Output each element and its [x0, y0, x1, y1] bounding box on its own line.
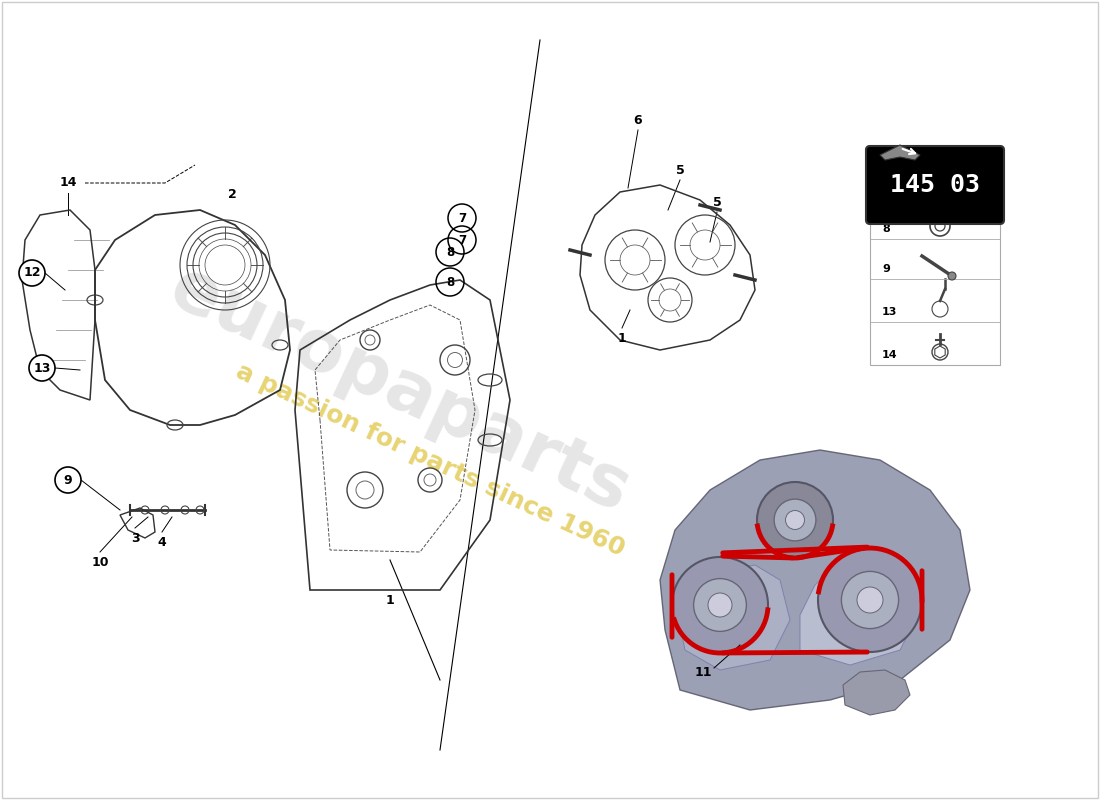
Text: 14: 14	[59, 177, 77, 190]
Polygon shape	[880, 145, 920, 160]
Text: 12: 12	[23, 266, 41, 279]
Bar	[870, 155, 1000, 365]
Text: 14: 14	[882, 350, 898, 360]
Circle shape	[948, 272, 956, 280]
Text: 9: 9	[64, 474, 73, 486]
Text: 8: 8	[882, 224, 890, 234]
Circle shape	[774, 499, 816, 541]
Text: europaparts: europaparts	[158, 253, 641, 527]
Circle shape	[708, 593, 732, 617]
Circle shape	[29, 355, 55, 381]
Polygon shape	[660, 450, 970, 710]
Circle shape	[950, 193, 960, 203]
Text: 7: 7	[458, 211, 466, 225]
Text: 5: 5	[675, 163, 684, 177]
Text: a passion for parts since 1960: a passion for parts since 1960	[232, 359, 628, 561]
Text: 2: 2	[228, 189, 236, 202]
Text: 13: 13	[882, 307, 898, 317]
Polygon shape	[800, 552, 920, 665]
Text: 4: 4	[157, 535, 166, 549]
Circle shape	[672, 557, 768, 653]
Polygon shape	[680, 565, 790, 670]
Text: 10: 10	[91, 555, 109, 569]
Text: 13: 13	[33, 362, 51, 374]
Text: 1: 1	[617, 331, 626, 345]
Text: 5: 5	[713, 195, 722, 209]
Text: 8: 8	[446, 275, 454, 289]
Circle shape	[818, 548, 922, 652]
Text: 7: 7	[458, 234, 466, 246]
Text: 145 03: 145 03	[890, 173, 980, 197]
Circle shape	[842, 571, 899, 629]
Circle shape	[19, 260, 45, 286]
Circle shape	[757, 482, 833, 558]
Text: 3: 3	[131, 531, 140, 545]
Circle shape	[55, 467, 81, 493]
Text: 9: 9	[882, 264, 890, 274]
FancyBboxPatch shape	[866, 146, 1004, 224]
Text: 8: 8	[446, 246, 454, 258]
Text: 1: 1	[386, 594, 395, 606]
Text: 11: 11	[694, 666, 712, 678]
Circle shape	[857, 587, 883, 613]
Circle shape	[694, 578, 747, 631]
Circle shape	[785, 510, 804, 530]
Text: 6: 6	[634, 114, 642, 126]
Text: 7: 7	[882, 184, 890, 194]
Polygon shape	[843, 670, 910, 715]
